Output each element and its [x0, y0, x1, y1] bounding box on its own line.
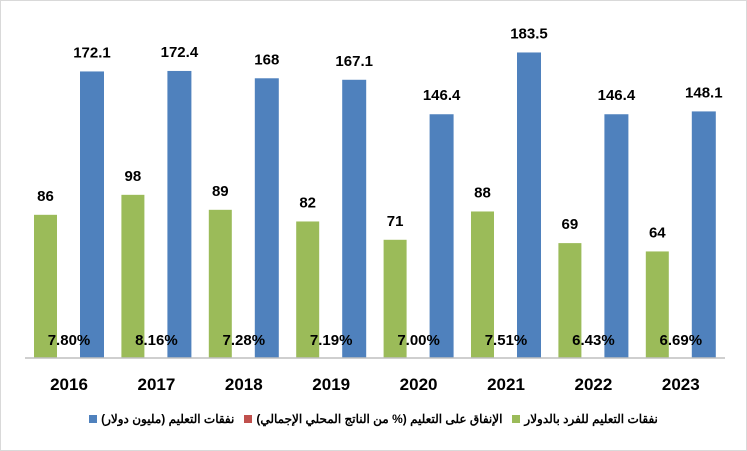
bar-per-capita — [208, 209, 232, 358]
bar-per-capita — [471, 211, 494, 358]
x-tick-label: 2016 — [50, 375, 88, 394]
data-label-per-capita: 88 — [474, 184, 491, 201]
data-label-gdp-percent: 7.28% — [223, 332, 266, 349]
legend-item-total-spending: نفقات التعليم (مليون دولار) — [89, 412, 234, 426]
bar-total-spending — [604, 114, 629, 358]
data-label-gdp-percent: 6.69% — [660, 332, 703, 349]
bar-per-capita — [383, 239, 407, 358]
legend-label: نفقات التعليم للفرد بالدولار — [524, 412, 658, 426]
legend: نفقات التعليم (مليون دولار) الإنفاق على … — [1, 412, 746, 426]
legend-label: نفقات التعليم (مليون دولار) — [101, 412, 235, 426]
bar-total-spending — [691, 111, 716, 358]
legend-swatch-blue — [89, 415, 98, 423]
data-label-total-spending: 146.4 — [423, 87, 461, 104]
bar-per-capita — [34, 214, 57, 358]
bar-per-capita — [558, 243, 582, 358]
data-label-per-capita: 89 — [212, 183, 229, 200]
x-tick-label: 2018 — [225, 375, 263, 394]
x-tick-label: 2020 — [400, 375, 438, 394]
bar-total-spending — [342, 79, 367, 358]
legend-label: الإنفاق على التعليم (% من الناتج المحلي … — [256, 412, 503, 426]
x-tick-label: 2022 — [574, 375, 612, 394]
bar-total-spending — [254, 78, 279, 358]
data-label-total-spending: 148.1 — [685, 84, 723, 101]
data-label-total-spending: 146.4 — [598, 87, 636, 104]
data-label-gdp-percent: 7.00% — [397, 332, 440, 349]
data-label-per-capita: 82 — [299, 194, 316, 211]
bar-chart: 86 172.1 7.80% 2016 98 172.4 8.16% 2017 89 168 7.2… — [25, 25, 725, 394]
bar-total-spending — [429, 114, 454, 358]
data-label-gdp-percent: 8.16% — [135, 332, 178, 349]
data-label-per-capita: 71 — [387, 213, 404, 230]
bar-total-spending — [167, 70, 192, 358]
legend-item-per-capita: نفقات التعليم للفرد بالدولار — [512, 412, 658, 426]
x-tick-label: 2023 — [662, 375, 700, 394]
bar-per-capita — [296, 221, 320, 358]
data-label-per-capita: 64 — [649, 224, 666, 241]
data-label-total-spending: 172.4 — [161, 44, 199, 61]
bar-total-spending — [80, 71, 104, 359]
x-tick-label: 2021 — [487, 375, 525, 394]
x-tick-label: 2019 — [312, 375, 350, 394]
data-label-total-spending: 167.1 — [335, 53, 373, 70]
bar-per-capita — [121, 194, 145, 358]
data-label-gdp-percent: 7.19% — [310, 332, 353, 349]
x-tick-label: 2017 — [137, 375, 175, 394]
data-label-per-capita: 86 — [37, 188, 54, 205]
data-label-gdp-percent: 7.51% — [485, 332, 528, 349]
data-label-per-capita: 69 — [562, 216, 579, 233]
legend-swatch-red — [244, 415, 253, 423]
data-label-per-capita: 98 — [125, 168, 142, 185]
legend-swatch-green — [512, 415, 521, 423]
data-label-total-spending: 168 — [254, 51, 279, 68]
data-label-total-spending: 183.5 — [510, 25, 548, 42]
bar-per-capita — [645, 251, 669, 358]
data-label-total-spending: 172.1 — [73, 44, 111, 61]
legend-item-gdp-percent: الإنفاق على التعليم (% من الناتج المحلي … — [244, 412, 502, 426]
bar-total-spending — [517, 52, 541, 358]
data-label-gdp-percent: 7.80% — [48, 332, 91, 349]
data-label-gdp-percent: 6.43% — [572, 332, 615, 349]
